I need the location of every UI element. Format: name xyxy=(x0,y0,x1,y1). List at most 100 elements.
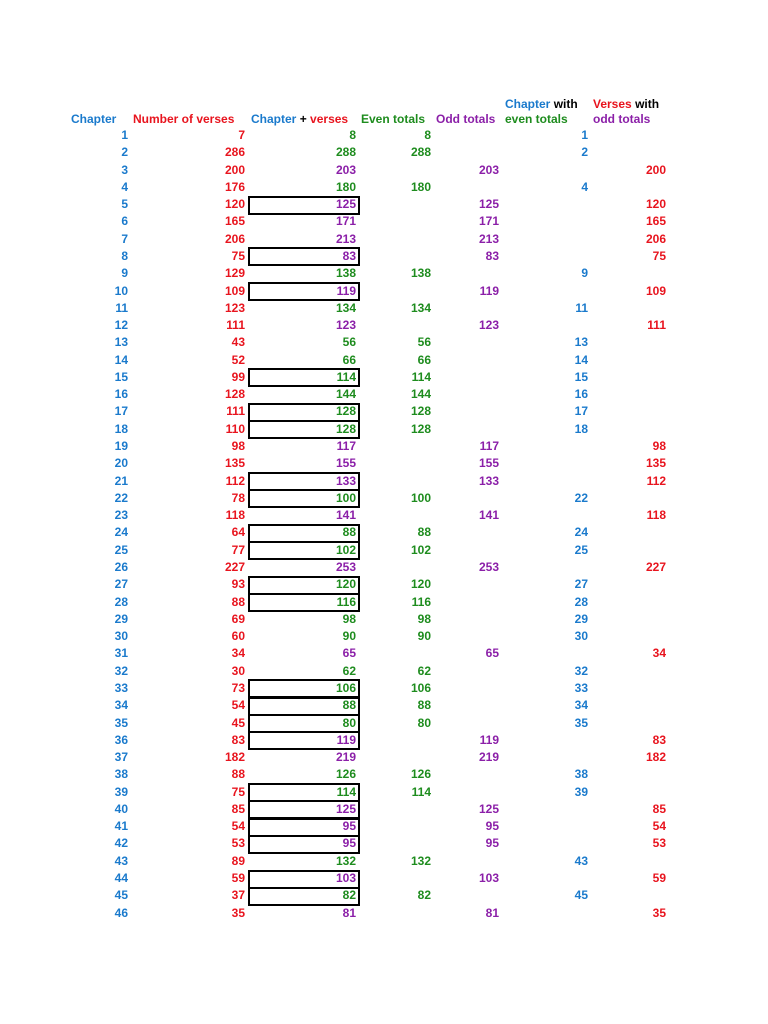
cell-even-total xyxy=(371,248,431,265)
cell-verses-with-odd: 227 xyxy=(645,560,666,574)
highlight-box xyxy=(248,368,360,388)
cell-even-total: 106 xyxy=(410,680,431,695)
cell-chapter-plus-verses: 95 xyxy=(342,819,356,834)
header-verses-with-line1: Verses with xyxy=(593,97,659,111)
cell-verses-with-odd: 200 xyxy=(645,162,666,177)
cell-chapter-plus-verses: 65 xyxy=(342,646,356,661)
cell-chapter-plus-verses: 8 xyxy=(349,128,356,142)
cell-odd-total xyxy=(439,421,499,438)
cell-chapter-with-even: 45 xyxy=(574,888,588,903)
cell-chapter-plus-verses: 128 xyxy=(335,421,356,436)
highlight-box xyxy=(248,420,360,440)
cell-chapter-plus-verses: 98 xyxy=(342,611,356,626)
cell-chapter-plus-verses: 126 xyxy=(335,767,356,782)
cell-odd-total: 123 xyxy=(478,318,499,333)
cell-chapter-plus-verses: 56 xyxy=(342,335,356,350)
cell-even-total xyxy=(371,507,431,524)
cell-chapter-with-even xyxy=(528,870,588,887)
cell-verses: 98 xyxy=(231,439,245,454)
cell-verses-with-odd: 35 xyxy=(652,905,666,920)
cell-verses-with-odd xyxy=(606,542,666,559)
cell-verses: 227 xyxy=(224,560,245,574)
cell-verses: 54 xyxy=(231,819,245,834)
cell-verses: 75 xyxy=(231,784,245,799)
cell-chapter-with-even xyxy=(528,507,588,524)
cell-chapter: 5 xyxy=(121,197,128,212)
cell-odd-total xyxy=(439,680,499,697)
cell-verses-with-odd: 206 xyxy=(645,231,666,246)
cell-chapter-plus-verses: 128 xyxy=(335,404,356,419)
cell-verses: 88 xyxy=(231,767,245,782)
cell-verses: 129 xyxy=(224,266,245,281)
cell-verses: 34 xyxy=(231,646,245,661)
cell-chapter-with-even: 17 xyxy=(574,404,588,419)
cell-verses-with-odd: 182 xyxy=(645,750,666,765)
cell-chapter-plus-verses: 219 xyxy=(335,750,356,765)
cell-verses-with-odd xyxy=(606,369,666,386)
cell-even-total: 88 xyxy=(417,698,431,713)
cell-odd-total: 119 xyxy=(479,732,499,747)
cell-verses: 176 xyxy=(224,179,245,194)
cell-verses: 118 xyxy=(225,508,245,523)
cell-chapter: 40 xyxy=(114,801,128,816)
cell-verses-with-odd: 109 xyxy=(645,283,666,298)
cell-chapter: 14 xyxy=(114,352,128,367)
cell-odd-total: 155 xyxy=(478,456,499,471)
cell-verses: 75 xyxy=(231,248,245,263)
highlight-box xyxy=(248,731,360,751)
cell-chapter: 30 xyxy=(114,629,128,644)
cell-chapter-plus-verses: 114 xyxy=(336,784,356,799)
header-chapter-with-with: with xyxy=(553,97,578,111)
cell-odd-total: 125 xyxy=(478,801,499,816)
highlight-box xyxy=(248,886,360,906)
cell-chapter: 19 xyxy=(114,439,128,454)
cell-even-total: 144 xyxy=(410,387,431,402)
cell-even-total xyxy=(371,213,431,230)
cell-verses-with-odd: 112 xyxy=(646,473,666,488)
cell-chapter-plus-verses: 125 xyxy=(335,801,356,816)
cell-verses-with-odd xyxy=(606,490,666,507)
cell-chapter: 27 xyxy=(114,577,128,592)
cell-verses: 135 xyxy=(224,456,245,471)
cell-odd-total xyxy=(439,265,499,282)
cell-even-total xyxy=(371,317,431,334)
cell-odd-total xyxy=(439,352,499,369)
cell-even-total xyxy=(371,162,431,179)
cell-chapter-plus-verses: 88 xyxy=(342,525,356,540)
header-verses-with-with: with xyxy=(635,97,660,111)
cell-chapter-plus-verses: 120 xyxy=(335,577,356,592)
cell-chapter: 9 xyxy=(121,266,128,281)
cell-verses-with-odd xyxy=(606,352,666,369)
header-chapter-with-line1: Chapter with xyxy=(505,97,578,111)
cell-chapter-with-even xyxy=(528,317,588,334)
cell-chapter-with-even: 34 xyxy=(574,698,588,713)
cell-even-total: 180 xyxy=(410,179,431,194)
cell-chapter-with-even xyxy=(528,801,588,818)
cell-chapter-plus-verses: 81 xyxy=(342,905,356,920)
header-verses-word: verses xyxy=(310,112,349,126)
cell-chapter-plus-verses: 100 xyxy=(335,490,356,505)
cell-chapter-with-even: 28 xyxy=(574,594,588,609)
cell-chapter: 45 xyxy=(114,888,128,903)
cell-verses-with-odd: 83 xyxy=(652,732,666,747)
cell-chapter: 1 xyxy=(121,128,128,142)
cell-verses: 7 xyxy=(238,128,245,142)
cell-odd-total xyxy=(439,887,499,904)
cell-verses: 99 xyxy=(231,369,245,384)
cell-verses: 77 xyxy=(231,542,245,557)
cell-chapter-with-even xyxy=(528,749,588,766)
cell-odd-total: 83 xyxy=(485,248,499,263)
cell-chapter-with-even xyxy=(528,231,588,248)
cell-chapter: 23 xyxy=(114,508,128,523)
cell-chapter-with-even xyxy=(528,818,588,835)
cell-chapter-plus-verses: 133 xyxy=(335,473,356,488)
cell-verses: 64 xyxy=(231,525,245,540)
cell-verses: 111 xyxy=(226,404,245,419)
cell-even-total xyxy=(371,870,431,887)
cell-chapter: 2 xyxy=(121,145,128,160)
cell-chapter: 12 xyxy=(114,318,128,333)
cell-even-total xyxy=(371,455,431,472)
cell-verses-with-odd xyxy=(606,663,666,680)
cell-verses: 37 xyxy=(231,888,245,903)
